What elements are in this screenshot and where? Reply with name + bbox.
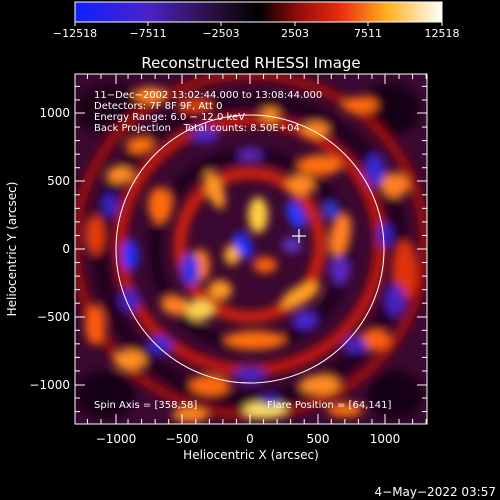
x-axis-title: Heliocentric X (arcsec) xyxy=(183,448,319,462)
y-tick-label: 500 xyxy=(47,174,70,188)
solar-limb xyxy=(115,114,385,384)
spin-axis-text: Spin Axis = [358,58] xyxy=(94,400,197,411)
y-axis-title: Heliocentric Y (arcsec) xyxy=(5,182,19,317)
colorbar-tick-label: −7511 xyxy=(129,27,166,40)
colorbar-tick-label: 2503 xyxy=(281,27,309,40)
detectors-text: Detectors: 7F 8F 9F, Att 0 xyxy=(94,101,222,112)
flare-position-text: Flare Position = [64,141] xyxy=(267,400,391,411)
colorbar-tick-label: 7511 xyxy=(354,27,382,40)
colorbar-gradient xyxy=(74,1,443,23)
x-tick-label: 1000 xyxy=(370,432,401,446)
x-tick-label: −500 xyxy=(166,432,199,446)
energy-range-text: Energy Range: 6.0 − 12.0 keV xyxy=(94,112,245,123)
footer-date: 4−May−2022 03:57 xyxy=(375,485,497,499)
method-counts-text: Back Projection Total counts: 8.50E+04 xyxy=(94,123,300,134)
x-tick-label: −1000 xyxy=(96,432,137,446)
solar-image: 11−Dec−2002 13:02:44.000 to 13:08:44.000… xyxy=(75,74,427,424)
x-tick-label: 0 xyxy=(246,432,254,446)
y-tick-label: −1000 xyxy=(29,378,70,392)
y-tick-label: 1000 xyxy=(39,106,70,120)
colorbar-tick-label: −12518 xyxy=(53,27,97,40)
minor-ticks xyxy=(75,74,427,424)
time-range-text: 11−Dec−2002 13:02:44.000 to 13:08:44.000 xyxy=(94,90,322,101)
y-tick-label: 0 xyxy=(62,242,70,256)
x-tick-label: 500 xyxy=(307,432,330,446)
flare-position-marker xyxy=(292,229,306,243)
colorbar: −12518 −7511 −2503 2503 7511 12518 xyxy=(53,1,460,40)
colorbar-tick-label: 12518 xyxy=(425,27,460,40)
y-tick-label: −500 xyxy=(37,310,70,324)
colorbar-tick-label: −2503 xyxy=(202,27,239,40)
axis-ticks xyxy=(75,74,427,424)
plot-title: Reconstructed RHESSI Image xyxy=(141,54,360,72)
